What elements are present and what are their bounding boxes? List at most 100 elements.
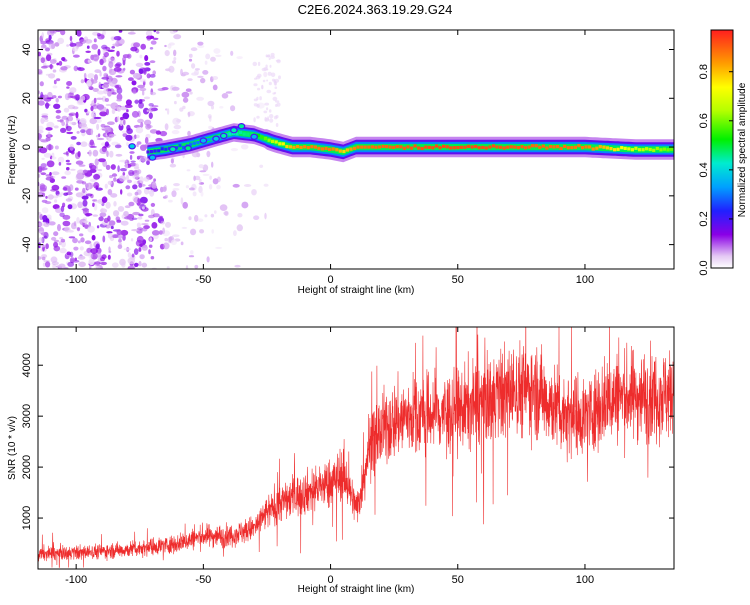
spectral-blob — [115, 75, 123, 78]
spectral-blob — [188, 58, 193, 62]
spectral-blob — [106, 108, 109, 116]
spectral-blob — [44, 116, 49, 120]
spectral-blob — [126, 192, 133, 197]
spectral-blob — [72, 237, 78, 244]
spectral-blob — [149, 91, 157, 96]
colorbar-tick-label: 0.2 — [698, 211, 710, 226]
spectral-blob — [92, 104, 98, 110]
spectral-blob — [136, 222, 141, 228]
spectral-blob — [45, 195, 48, 199]
spectral-blob — [187, 130, 191, 137]
x-tick-label: 100 — [576, 274, 594, 286]
spectral-blob — [111, 173, 118, 177]
spectral-blob — [164, 194, 168, 199]
spectral-blob — [102, 30, 107, 36]
spectral-blob — [77, 151, 81, 158]
spectral-blob — [144, 55, 149, 62]
spectral-blob — [257, 61, 261, 66]
ridge-spot — [237, 122, 246, 130]
spectral-blob — [197, 41, 204, 46]
spectral-blob — [90, 128, 94, 136]
spectral-blob — [139, 78, 147, 83]
spectral-blob — [116, 93, 123, 101]
spectral-blob — [168, 65, 175, 73]
spectral-blob — [172, 188, 180, 191]
spectral-blob — [60, 66, 68, 71]
spectral-blob — [259, 96, 262, 101]
spectral-blob — [137, 118, 144, 124]
ridge-cell — [520, 145, 524, 149]
ridge-cell — [623, 146, 627, 150]
spectral-blob — [202, 70, 209, 75]
spectral-blob — [68, 113, 74, 117]
spectral-blob — [61, 57, 66, 61]
spectral-blob — [156, 31, 160, 34]
spectral-blob — [40, 57, 45, 64]
spectral-blob — [99, 106, 107, 113]
snr-xlabel: Height of straight line (km) — [298, 584, 415, 595]
ridge-cell — [353, 146, 357, 150]
spectral-blob — [76, 30, 82, 37]
spectral-blob — [38, 51, 41, 57]
spectral-blob — [211, 105, 214, 110]
spectral-blob — [110, 193, 118, 198]
spectral-blob — [263, 110, 268, 114]
spectral-blob — [221, 93, 229, 99]
spectral-blob — [61, 121, 66, 127]
spectral-blob — [42, 94, 49, 102]
spectral-blob — [144, 62, 151, 66]
ridge-cell — [502, 146, 506, 150]
ridge-cell — [424, 145, 428, 149]
spectral-blob — [41, 46, 44, 51]
spectral-blob — [78, 164, 86, 167]
spectral-blob — [95, 187, 103, 191]
spectral-blob — [77, 227, 80, 232]
spectral-blob — [151, 222, 158, 229]
spectral-blob — [131, 80, 137, 86]
spectral-blob — [88, 258, 95, 266]
spectral-blob — [138, 213, 144, 217]
spectral-blob — [199, 229, 205, 234]
spectral-blob — [77, 240, 81, 244]
spectral-blob — [211, 229, 214, 234]
ridge-cell — [563, 144, 567, 148]
spectral-blob — [49, 59, 57, 64]
ridge-cell — [541, 144, 545, 148]
spectral-blob — [43, 152, 52, 158]
spectral-blob — [215, 54, 222, 57]
spectral-blob — [105, 104, 112, 106]
x-tick-label: 0 — [327, 574, 333, 586]
spectral-blob — [126, 109, 129, 113]
spectral-blob — [268, 57, 271, 61]
ridge-cell — [584, 145, 588, 149]
spectral-blob — [66, 162, 72, 166]
ridge-cell — [556, 145, 560, 149]
spectral-blob — [190, 47, 198, 52]
spectral-blob — [96, 90, 105, 95]
spectral-blob — [69, 143, 74, 151]
spectral-blob — [208, 184, 213, 190]
spectral-blob — [215, 246, 223, 249]
spectral-blob — [64, 93, 70, 101]
spectral-blob — [107, 180, 113, 185]
ridge-cell — [573, 145, 577, 149]
spectral-blob — [120, 220, 129, 226]
spectral-blob — [51, 261, 59, 266]
ridge-cell — [577, 144, 581, 148]
ridge-cell — [239, 130, 243, 135]
spectral-blob — [60, 205, 65, 213]
spectral-blob — [59, 237, 63, 240]
spectral-blob — [43, 222, 50, 228]
spectral-blob — [274, 100, 280, 103]
spectral-blob — [116, 219, 122, 223]
spectral-blob — [253, 215, 260, 220]
ridge-cell — [410, 146, 414, 150]
spectral-blob — [74, 257, 78, 261]
spectral-blob — [111, 92, 117, 95]
spectral-blob — [58, 162, 62, 166]
spectral-blob — [55, 190, 60, 196]
spectral-blob — [205, 53, 211, 60]
spectral-blob — [45, 38, 51, 43]
spectral-blob — [266, 79, 269, 82]
spectral-blob — [66, 167, 70, 171]
